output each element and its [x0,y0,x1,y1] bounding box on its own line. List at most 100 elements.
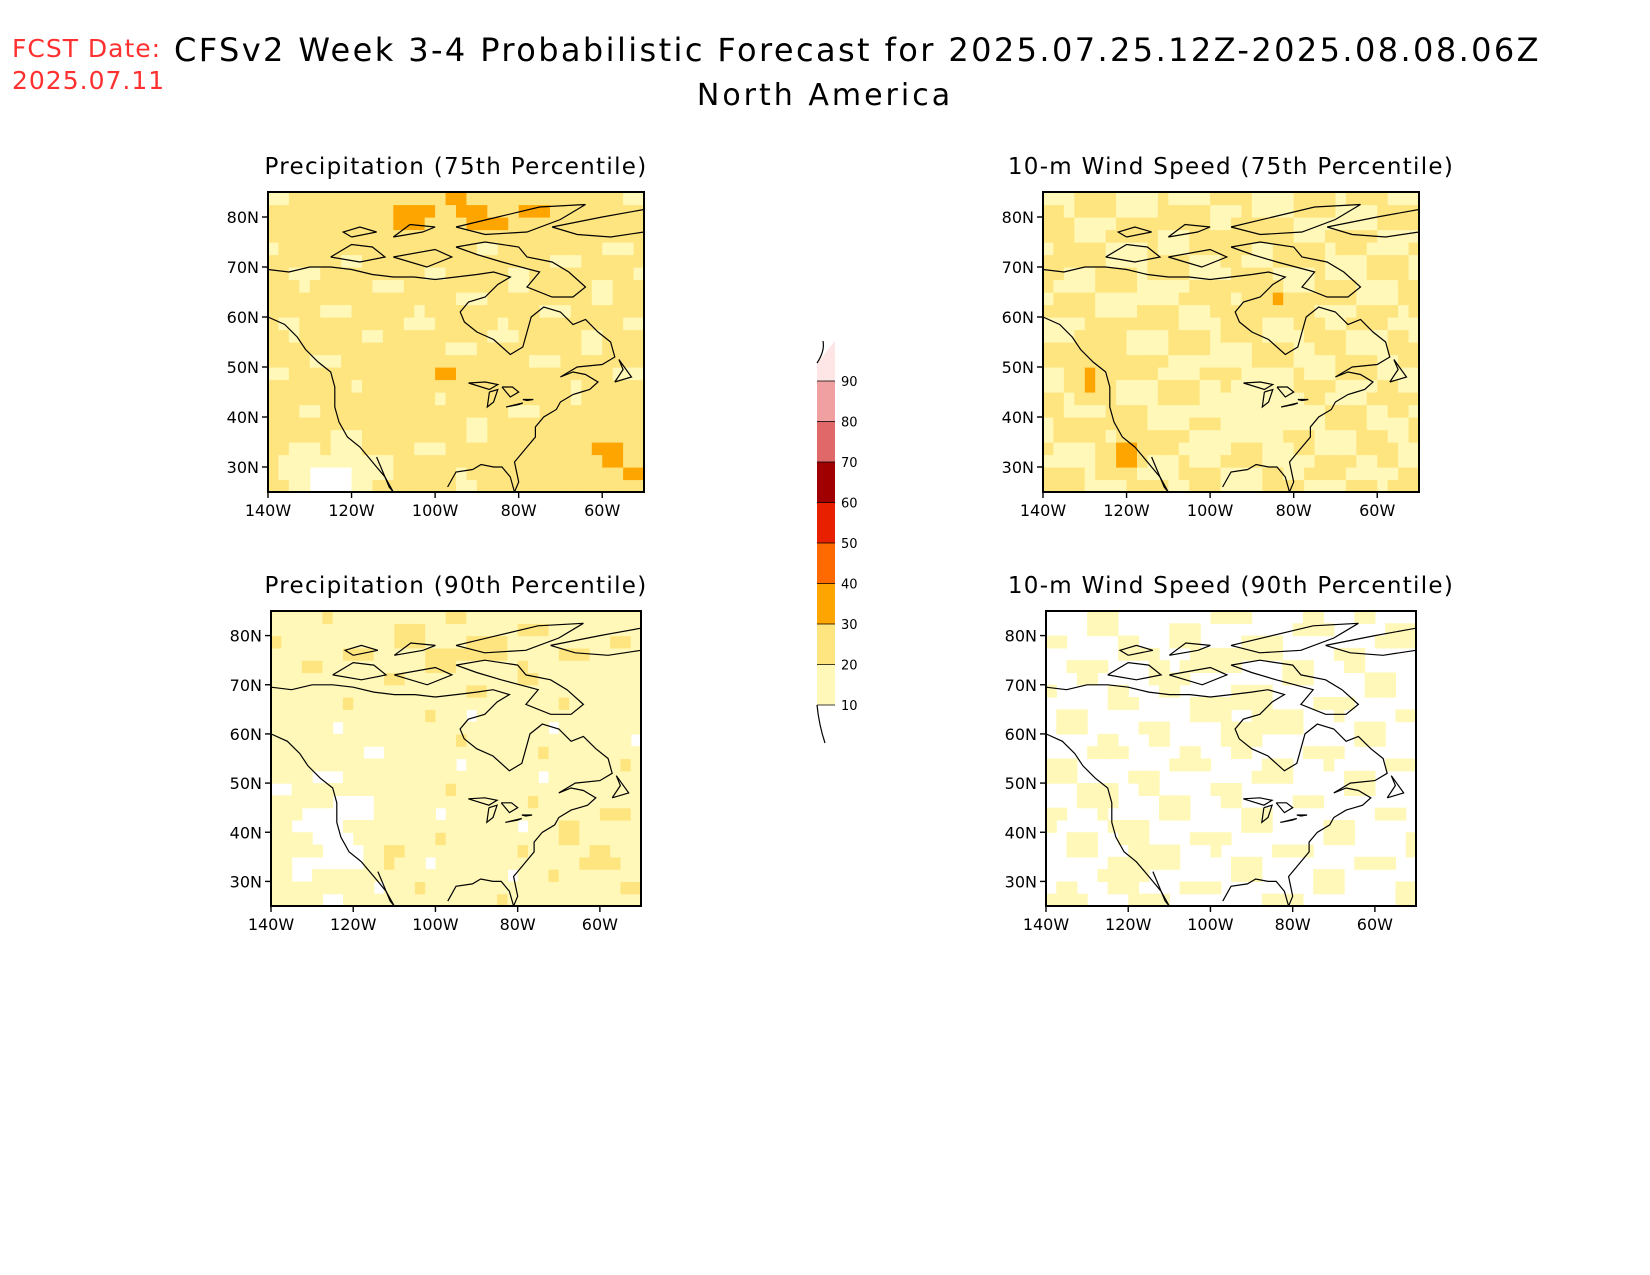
shade-cell [538,623,550,637]
shade-cell [1189,254,1201,268]
shade-cell [322,881,334,895]
shade-cell [271,807,282,821]
shade-cell [1335,292,1347,306]
lat-tick-label: 60N [1002,308,1034,327]
shade-cell [320,417,332,431]
shade-cell [445,893,457,906]
shade-cell [1097,623,1109,637]
shade-cell [476,279,488,293]
shade-cell [1210,279,1222,293]
shade-cell [610,783,622,796]
coastline [332,661,388,681]
shade-cell [1241,417,1253,431]
shade-cell [548,746,560,760]
shade-cell [1325,379,1337,393]
shade-cell [342,721,354,735]
shade-cell [476,317,488,331]
shade-cell [620,770,632,784]
shade-cell [569,783,580,796]
coastline [1297,398,1309,402]
shade-cell [1398,217,1410,231]
shade-cell [1056,881,1068,895]
shade-cell [623,467,635,481]
shade-cell [414,392,426,406]
shade-cell [1199,279,1211,293]
coastline [505,817,523,823]
shade-cell [487,254,499,268]
shade-cell [1084,192,1096,206]
shade-cell [1323,819,1335,833]
shade-cell [373,770,385,784]
shade-cell [1147,192,1159,206]
shade-cell [1283,342,1295,356]
shade-cell [373,893,385,906]
shade-cell [1056,807,1068,821]
lon-tick-label: 100W [412,915,459,934]
shade-cell [1356,379,1368,393]
shade-cell [1374,684,1386,698]
shade-cell [1066,844,1078,858]
shade-cell [1325,267,1337,281]
shade-cell [288,242,300,256]
shade-cell [579,869,591,883]
shade-cell [517,733,529,747]
shade-cell [382,204,394,218]
shade-cell [518,404,530,418]
shade-cell [299,479,311,492]
shade-cell [1063,242,1075,256]
shade-cell [1137,379,1149,393]
shade-cell [1314,392,1326,406]
lat-tick-label: 50N [230,774,262,793]
shade-cell [1220,242,1232,256]
shade-cell [581,404,593,418]
shade-cell [1325,279,1337,293]
shade-cell [351,454,363,468]
shade-cell [633,242,644,256]
shade-cell [508,392,520,406]
shade-cell [403,317,415,331]
shade-cell [1076,844,1088,858]
shade-cell [394,795,406,809]
shade-cell [620,856,632,870]
shade-cell [1147,279,1159,293]
shade-cell [1199,404,1211,418]
shade-cell [299,217,311,231]
shade-cell [529,292,541,306]
shade-cell [301,684,313,698]
shade-cell [579,709,591,723]
shade-cell [1241,292,1253,306]
shade-cell [539,329,551,343]
shade-cell [1157,329,1169,343]
shade-cell [288,292,300,306]
shade-cell [1335,429,1347,443]
shade-cell [1063,404,1075,418]
shade-cell [384,684,395,698]
shade-cell [1385,635,1397,649]
shade-cell [1159,721,1170,735]
shade-cell [1385,684,1397,698]
shade-cell [1398,404,1410,418]
shade-cell [1262,217,1274,231]
shade-cell [527,758,539,772]
shade-cell [382,229,394,243]
shade-cell [476,204,488,218]
shade-cell [1272,379,1284,393]
shade-cell [620,832,632,846]
colorbar-label: 80 [841,416,858,431]
shade-cell [1107,795,1119,809]
shade-cell [1159,795,1170,809]
shade-cell [623,317,635,331]
shade-cell [497,417,509,431]
shade-cell [548,807,560,821]
shade-cell [1272,647,1283,661]
shade-cell [278,442,290,456]
shade-cell [602,467,614,481]
shade-cell [1366,192,1378,206]
shade-cell [1116,254,1128,268]
shade-cell [424,404,436,418]
shade-cell [435,635,447,649]
shade-cell [1251,329,1263,343]
shade-cell [1231,204,1243,218]
shade-cell [620,758,632,772]
shade-cell [569,672,580,686]
